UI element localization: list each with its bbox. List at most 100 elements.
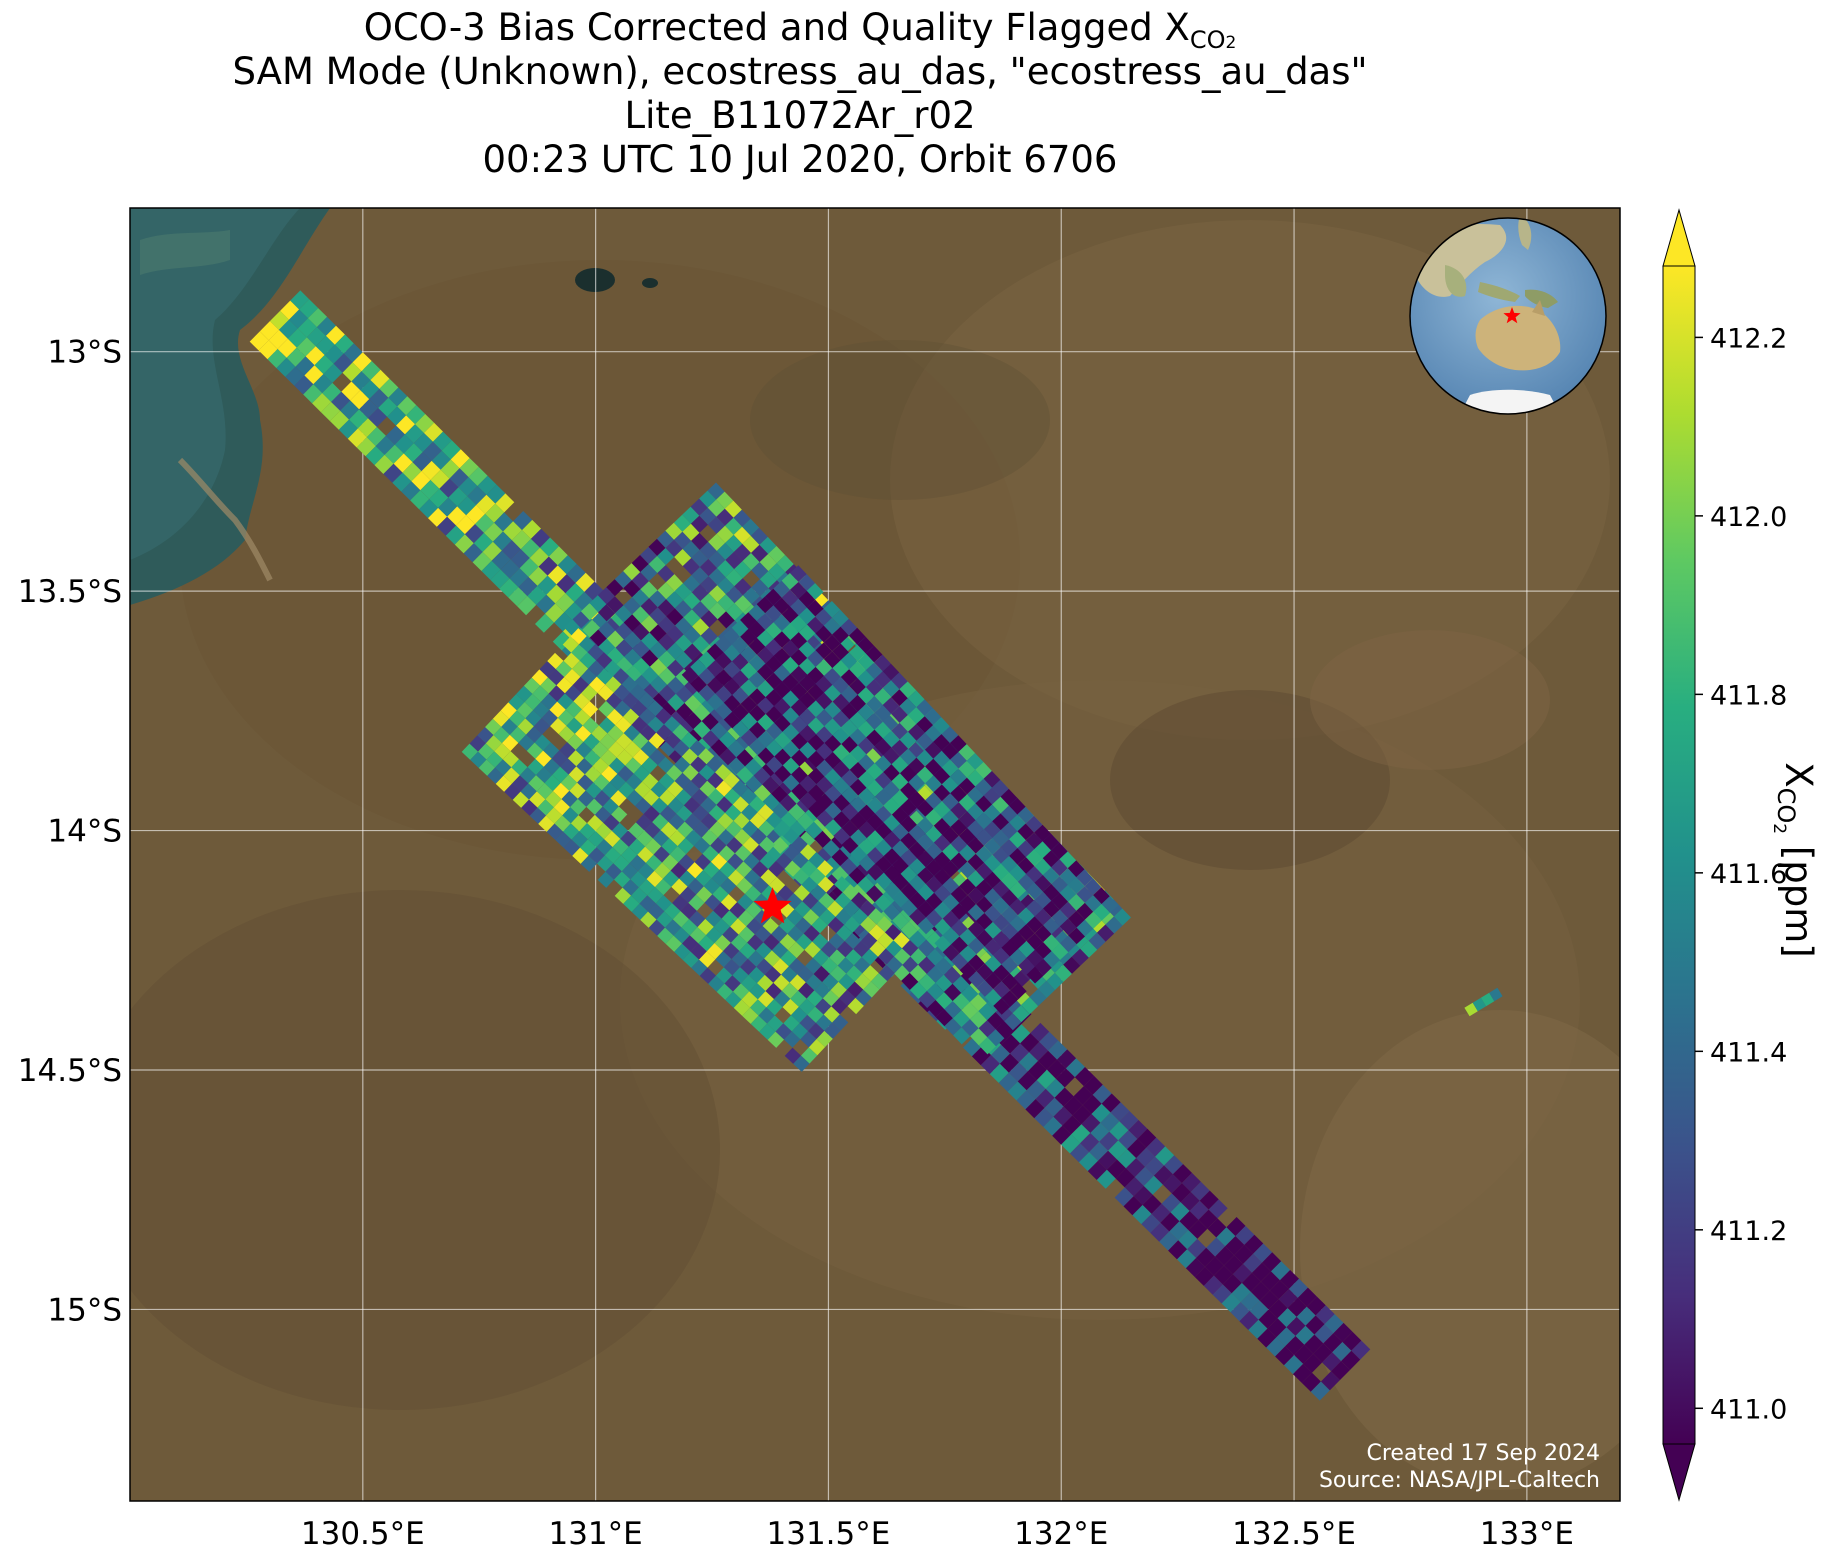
- sounding-cell: [824, 735, 842, 752]
- sounding-cell: [708, 533, 726, 551]
- sounding-cell: [644, 822, 661, 839]
- sounding-cell: [849, 778, 867, 796]
- sounding-cell: [967, 887, 985, 905]
- sounding-cell: [651, 797, 668, 814]
- sounding-cell: [765, 689, 783, 707]
- sounding-cell: [1046, 1059, 1066, 1079]
- sounding-cell: [942, 894, 960, 911]
- sounding-cell: [1039, 1031, 1059, 1051]
- sounding-cell: [791, 749, 808, 767]
- sounding-cell: [790, 990, 807, 1007]
- sounding-cell: [1203, 1275, 1223, 1295]
- sounding-cell: [870, 973, 888, 990]
- sounding-cell: [570, 628, 587, 645]
- sounding-cell: [823, 651, 841, 669]
- sounding-cell: [926, 965, 944, 983]
- xco2-soundings: [249, 290, 1503, 1401]
- sounding-cell: [655, 878, 672, 896]
- sounding-cell: [807, 650, 824, 667]
- sounding-cell: [790, 598, 807, 616]
- sounding-cell: [1009, 932, 1027, 949]
- sounding-cell: [790, 682, 808, 700]
- sounding-cell: [623, 724, 640, 742]
- sounding-cell: [401, 481, 421, 501]
- sounding-cell: [675, 634, 693, 652]
- sounding-cell: [513, 511, 533, 531]
- sounding-cell: [655, 895, 672, 912]
- sounding-cell: [698, 748, 715, 765]
- sounding-cell: [732, 703, 749, 721]
- sounding-cell: [593, 774, 610, 791]
- sounding-cell: [807, 734, 825, 751]
- sounding-cell: [679, 886, 697, 903]
- sounding-cell: [615, 733, 633, 750]
- sounding-cell: [1034, 891, 1052, 909]
- sounding-cell: [546, 807, 563, 824]
- sounding-cell: [950, 785, 967, 803]
- sounding-cell: [791, 783, 808, 801]
- sounding-cell: [1082, 1094, 1102, 1114]
- x-tick-label: 133°E: [1480, 1516, 1574, 1550]
- sounding-cell: [975, 812, 993, 830]
- sounding-cell: [1034, 858, 1052, 875]
- sounding-cell: [657, 616, 675, 634]
- sounding-cell: [511, 759, 528, 776]
- sounding-cell: [1030, 1022, 1050, 1042]
- sounding-cell: [829, 965, 847, 982]
- sounding-cell: [883, 814, 901, 832]
- sounding-cell: [803, 925, 820, 942]
- sounding-cell: [838, 973, 855, 990]
- sounding-cell: [684, 712, 702, 730]
- sounding-cell: [975, 862, 993, 880]
- sounding-cell: [857, 653, 875, 671]
- sounding-cell: [715, 702, 733, 720]
- sounding-cell: [823, 857, 841, 875]
- sounding-cell: [687, 878, 704, 895]
- sounding-cell: [978, 1020, 996, 1038]
- sounding-cell: [992, 914, 1010, 931]
- sounding-cell: [891, 672, 908, 690]
- sounding-cell: [715, 951, 732, 968]
- sounding-cell: [944, 983, 962, 1002]
- sounding-cell: [1185, 1258, 1205, 1277]
- sounding-cell: [732, 796, 749, 813]
- sounding-cell: [716, 967, 733, 984]
- sounding-cell: [598, 604, 616, 622]
- sounding-cell: [378, 397, 398, 417]
- sounding-cell: [858, 754, 875, 771]
- sounding-cell: [640, 564, 658, 582]
- sounding-cell: [717, 560, 735, 578]
- sounding-cell: [580, 839, 597, 856]
- sounding-cell: [935, 1009, 953, 1027]
- sounding-cell: [725, 534, 743, 552]
- sounding-cell: [732, 687, 749, 704]
- sounding-cell: [830, 981, 847, 999]
- sounding-cell: [833, 811, 850, 828]
- sounding-cell: [793, 884, 810, 902]
- sounding-cell: [754, 909, 771, 927]
- sounding-cell: [368, 408, 388, 427]
- sounding-cell: [788, 803, 806, 821]
- sounding-cell: [883, 797, 901, 815]
- sounding-cell: [812, 949, 830, 966]
- sounding-cell: [1170, 1202, 1190, 1222]
- sounding-cell: [1221, 1293, 1241, 1313]
- sounding-cell: [822, 990, 840, 1007]
- sounding-cell: [1065, 1058, 1085, 1078]
- sounding-cell: [1043, 934, 1060, 952]
- sounding-cell: [723, 711, 741, 729]
- sounding-cell: [795, 933, 813, 950]
- sounding-cell: [976, 913, 993, 930]
- sounding-cell: [640, 598, 658, 616]
- sounding-cell: [801, 876, 818, 893]
- sounding-cell: [731, 653, 749, 671]
- sounding-cell: [631, 903, 648, 920]
- sounding-cell: [786, 909, 803, 926]
- sounding-cell: [759, 1023, 776, 1040]
- created-credit: Created 17 Sep 2024: [1367, 1441, 1601, 1466]
- sounding-cell: [745, 775, 763, 793]
- sounding-cell: [610, 790, 627, 807]
- sounding-cell: [784, 1047, 801, 1064]
- sounding-cell: [771, 802, 789, 820]
- sounding-cell: [713, 918, 731, 935]
